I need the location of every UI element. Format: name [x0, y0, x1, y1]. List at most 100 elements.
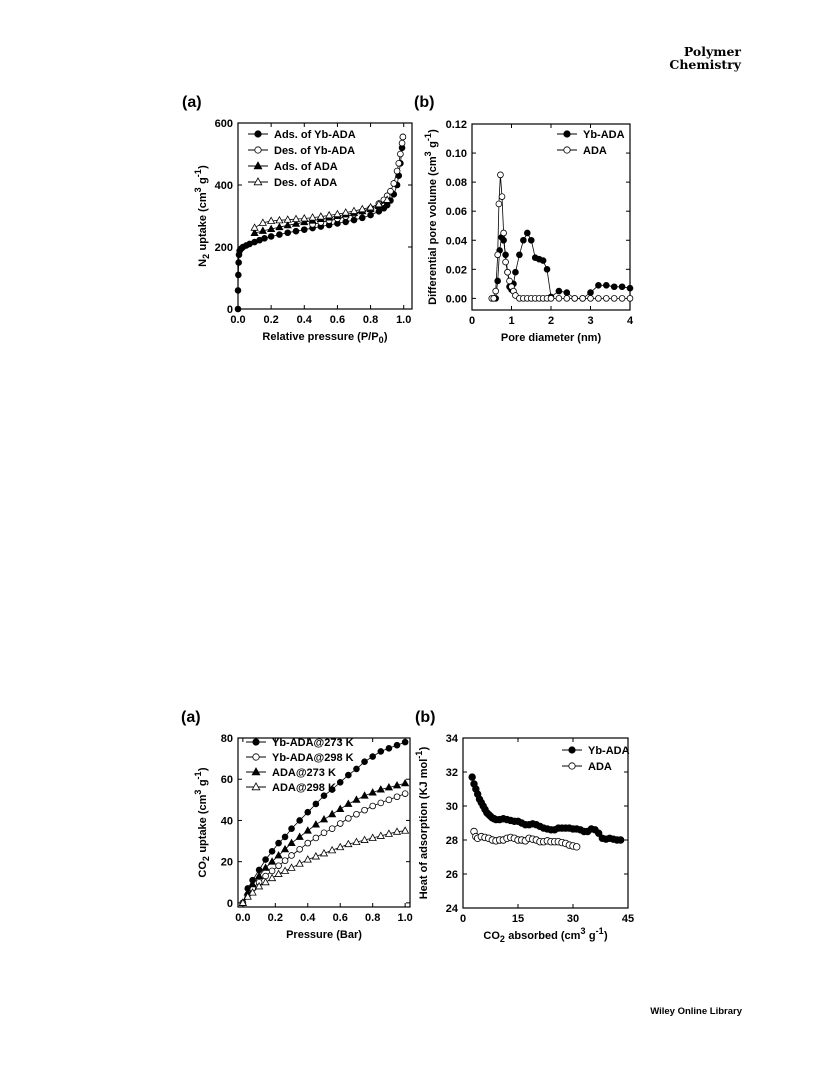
data-point: [248, 879, 257, 888]
data-point: [312, 834, 320, 842]
data-point: [292, 227, 300, 235]
series-yb-ada: [468, 773, 625, 844]
y-axis-label: CO2 uptake (cm3 g-1 ): [193, 767, 211, 878]
legend-label: ADA: [588, 761, 612, 773]
data-point: [504, 268, 511, 276]
legend-label: Des. of ADA: [274, 177, 337, 189]
data-point: [295, 832, 304, 840]
data-point: [610, 283, 618, 291]
data-point: [377, 799, 385, 807]
data-point: [311, 820, 321, 828]
data-point: [384, 783, 394, 791]
data-point: [267, 873, 277, 882]
legend-label: Yb-ADA@273 K: [272, 737, 354, 749]
data-point: [387, 187, 394, 195]
data-point: [281, 857, 289, 864]
data-point: [384, 829, 394, 837]
data-point: [235, 259, 242, 266]
y-tick-label: 80: [221, 733, 233, 745]
x-tick-label: 15: [512, 913, 524, 925]
data-point: [284, 229, 292, 237]
data-point: [497, 171, 504, 179]
data-point: [261, 877, 270, 886]
data-point: [268, 848, 276, 855]
legend-label: Yb-ADA: [583, 129, 625, 141]
data-point: [358, 214, 366, 222]
legend-label: Ads. of Yb-ADA: [274, 129, 356, 141]
data-point: [595, 281, 602, 289]
data-point: [626, 284, 634, 292]
y-tick-label: 28: [446, 835, 458, 847]
y-tick-label: 400: [215, 180, 233, 192]
legend-label: Yb-ADA: [588, 745, 630, 757]
x-tick-label: 0.0: [235, 912, 250, 924]
x-axis-label: CO2 absorbed (cm3 g-1 ): [483, 926, 608, 944]
data-point: [254, 871, 264, 880]
chart-heat-of-adsorption: (b) 0 15 30 45 24 26 28 30 32 34 CO2 absorbed (cm3 …: [414, 709, 634, 944]
data-point: [602, 295, 610, 302]
data-point: [274, 869, 283, 877]
y-tick-label: 0.02: [446, 264, 467, 276]
y-tick-label: 0.10: [446, 148, 467, 160]
x-tick-label: 0.2: [263, 314, 278, 326]
y-axis-label: Heat of adsorption (KJ mol-1 ): [414, 746, 430, 899]
legend: Yb-ADA ADA: [562, 745, 630, 773]
data-point: [401, 826, 410, 834]
data-point: [345, 815, 352, 822]
panel-label: (b): [415, 709, 435, 726]
series-ada: [470, 827, 581, 851]
legend-marker: [254, 146, 262, 154]
data-point: [376, 831, 385, 839]
data-point: [287, 838, 296, 847]
data-point: [275, 222, 284, 231]
data-point: [392, 827, 402, 835]
data-point: [618, 295, 626, 302]
x-tick-label: 1: [508, 315, 514, 327]
y-tick-label: 0.12: [446, 119, 467, 131]
data-point: [555, 295, 563, 302]
data-point: [587, 289, 594, 296]
x-tick-label: 0.6: [333, 912, 348, 924]
y-tick-label: 34: [446, 733, 459, 745]
data-point: [336, 804, 345, 813]
data-point: [366, 202, 375, 211]
data-point: [401, 778, 410, 787]
x-tick-label: 3: [587, 315, 593, 327]
data-point: [296, 845, 303, 853]
legend-label: Des. of Yb-ADA: [274, 145, 355, 157]
data-point: [516, 251, 523, 259]
data-point: [311, 852, 321, 860]
data-point: [303, 855, 312, 863]
data-point: [393, 741, 401, 749]
data-point: [383, 195, 392, 203]
panel-label: (a): [182, 94, 202, 111]
data-point: [352, 795, 361, 803]
data-point: [261, 863, 270, 871]
data-point: [312, 800, 320, 808]
data-point: [268, 867, 276, 875]
data-point: [319, 848, 329, 857]
data-point: [595, 295, 602, 302]
data-point: [374, 199, 383, 208]
y-tick-label: 40: [221, 815, 233, 827]
y-tick-label: 30: [446, 801, 458, 813]
legend-marker: [253, 177, 263, 186]
data-point: [261, 235, 268, 242]
data-point: [618, 283, 626, 291]
y-tick-label: 0: [227, 898, 233, 910]
data-point: [571, 295, 578, 302]
y-tick-label: 60: [221, 774, 233, 786]
x-tick-label: 1.0: [396, 314, 411, 326]
x-axis-label: Pore diameter (nm): [501, 332, 602, 344]
data-point: [327, 809, 337, 818]
data-point: [328, 786, 336, 793]
series-line: [242, 793, 406, 904]
y-tick-label: 26: [446, 869, 458, 881]
data-point: [520, 236, 527, 244]
legend-label: ADA@298 K: [272, 782, 336, 794]
data-point: [361, 758, 368, 766]
data-point: [234, 287, 242, 294]
data-point: [238, 898, 247, 906]
legend-marker: [563, 146, 571, 154]
data-point: [361, 806, 368, 814]
